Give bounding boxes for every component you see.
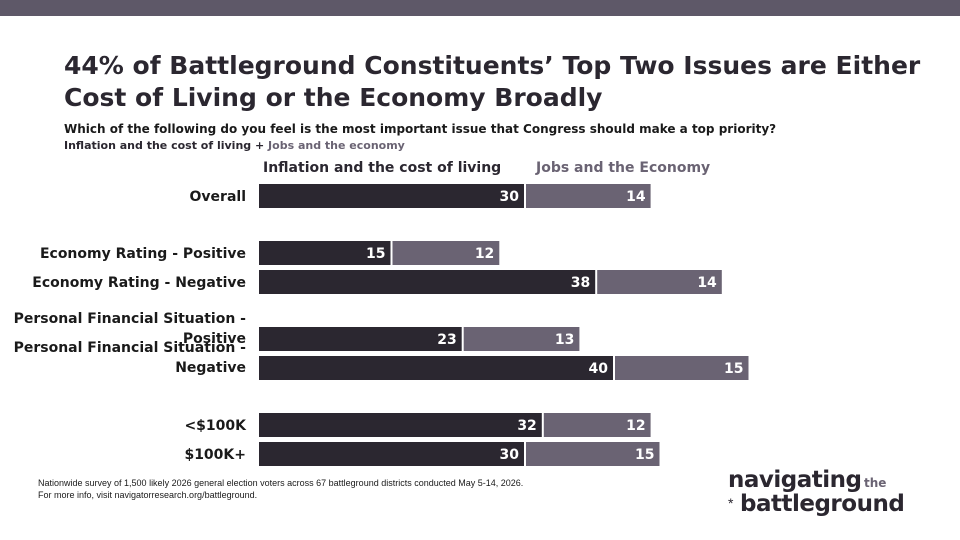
category-label: Overall [190, 189, 246, 205]
legend-series2: Jobs and the Economy [536, 160, 711, 176]
bar-value-label: 38 [571, 275, 590, 291]
logo-line-2: battleground [740, 491, 905, 517]
bar-series2 [526, 184, 651, 208]
bar-value-label: 13 [555, 332, 574, 348]
bar-series1 [259, 413, 542, 437]
bar-value-label: 15 [366, 246, 385, 262]
bar-series2 [392, 241, 500, 265]
bar-series2 [463, 327, 580, 351]
bar-series2 [543, 413, 651, 437]
bar-value-label: 12 [626, 418, 645, 434]
bar-series1 [259, 270, 596, 294]
navigator-logo: navigating the * battleground [728, 466, 938, 518]
bar-value-label: 23 [437, 332, 456, 348]
subtitle-series1: Inflation and the cost of living [64, 139, 252, 152]
legend-series1: Inflation and the cost of living [263, 160, 502, 176]
bar-series1 [259, 184, 524, 208]
bar-series2 [615, 356, 749, 380]
category-label: Personal Financial Situation -Negative [14, 340, 247, 376]
footnote: Nationwide survey of 1,500 likely 2026 g… [38, 477, 523, 501]
bar-value-label: 30 [500, 447, 520, 463]
chart-subtitle: Inflation and the cost of living + Jobs … [64, 139, 405, 152]
survey-question: Which of the following do you feel is th… [64, 122, 777, 136]
bar-value-label: 30 [500, 189, 520, 205]
bar-series2 [597, 270, 722, 294]
bar-series1 [259, 327, 462, 351]
bar-value-label: 12 [475, 246, 494, 262]
bar-value-label: 14 [626, 189, 646, 205]
subtitle-series2: Jobs and the economy [268, 139, 405, 152]
bar-series1 [259, 241, 391, 265]
logo-star-icon: * [728, 495, 734, 511]
bar-value-label: 32 [517, 418, 536, 434]
category-label: <$100K [184, 418, 247, 434]
bar-series1 [259, 442, 524, 466]
bar-value-label: 15 [635, 447, 654, 463]
bar-value-label: 40 [589, 361, 609, 377]
category-label: Personal Financial Situation -Positive [14, 311, 247, 347]
bar-series2 [526, 442, 660, 466]
bar-value-label: 15 [724, 361, 743, 377]
footnote-line-1: Nationwide survey of 1,500 likely 2026 g… [38, 478, 524, 488]
category-label: Economy Rating - Negative [32, 275, 246, 291]
footnote-line-2: For more info, visit navigatorresearch.o… [38, 490, 258, 500]
page-title: 44% of Battleground Constituents’ Top Tw… [64, 51, 921, 112]
category-label: Economy Rating - Positive [40, 246, 246, 262]
logo-the: the [864, 476, 887, 490]
bar-series1 [259, 356, 613, 380]
category-label: $100K+ [184, 447, 246, 463]
logo-line-1: navigating [728, 467, 862, 493]
top-color-band [0, 0, 960, 16]
subtitle-plus: + [251, 139, 269, 152]
bar-value-label: 14 [697, 275, 717, 291]
